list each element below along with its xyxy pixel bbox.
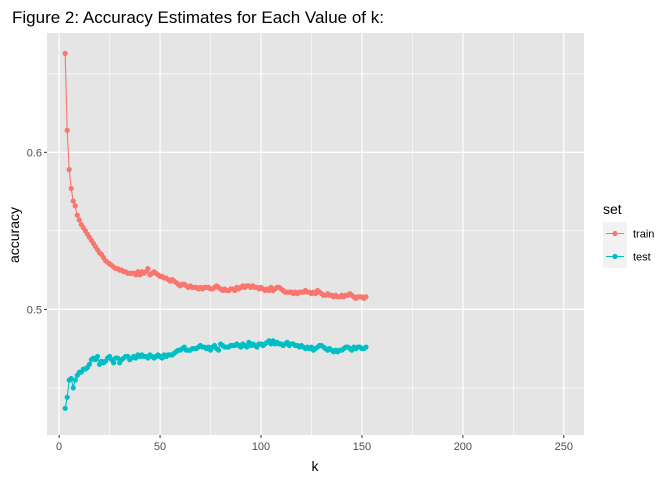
data-point-test bbox=[72, 377, 78, 383]
x-tick-label: 200 bbox=[454, 441, 472, 453]
data-point-test bbox=[64, 394, 70, 400]
data-point-test bbox=[70, 385, 76, 391]
y-tick-label: 0.5 bbox=[27, 304, 42, 316]
x-tick-label: 150 bbox=[353, 441, 371, 453]
data-point-test bbox=[244, 344, 250, 350]
data-point-train bbox=[64, 127, 70, 133]
legend: set train test bbox=[603, 201, 654, 268]
legend-label-train: train bbox=[633, 229, 654, 241]
x-tick-label: 100 bbox=[252, 441, 270, 453]
data-point-train bbox=[145, 265, 151, 272]
data-point-test bbox=[111, 360, 117, 366]
x-tick-label: 50 bbox=[154, 441, 166, 453]
data-point-test bbox=[68, 375, 74, 382]
data-point-test bbox=[62, 405, 68, 411]
data-point-test bbox=[86, 361, 92, 367]
data-point-train bbox=[66, 167, 72, 173]
legend-title: set bbox=[603, 201, 622, 217]
plot-panel bbox=[47, 33, 584, 435]
data-point-train bbox=[74, 212, 80, 218]
legend-items: train test bbox=[603, 222, 654, 268]
data-point-test bbox=[216, 347, 222, 353]
data-point-test bbox=[94, 353, 101, 360]
x-axis-label: k bbox=[312, 458, 320, 474]
data-point-train bbox=[70, 198, 76, 204]
data-point-test bbox=[363, 344, 369, 350]
data-point-train bbox=[62, 50, 68, 57]
data-point-train bbox=[76, 217, 82, 223]
data-point-train bbox=[68, 185, 74, 192]
legend-marker-train bbox=[612, 230, 618, 237]
legend-marker-test bbox=[612, 253, 618, 260]
series-layer bbox=[62, 50, 369, 411]
y-axis-label: accuracy bbox=[6, 207, 22, 263]
chart-title: Figure 2: Accuracy Estimates for Each Va… bbox=[12, 8, 384, 27]
data-point-test bbox=[115, 355, 121, 361]
legend-label-test: test bbox=[633, 252, 651, 264]
plot-background bbox=[47, 33, 584, 435]
y-tick-label: 0.6 bbox=[27, 147, 42, 159]
data-point-train bbox=[363, 294, 369, 300]
x-tick-label: 0 bbox=[56, 441, 62, 453]
data-point-train bbox=[72, 203, 78, 209]
axes: 0 50 100 150 200 250 0.5 0.6 bbox=[27, 147, 573, 453]
x-tick-label: 250 bbox=[555, 441, 573, 453]
